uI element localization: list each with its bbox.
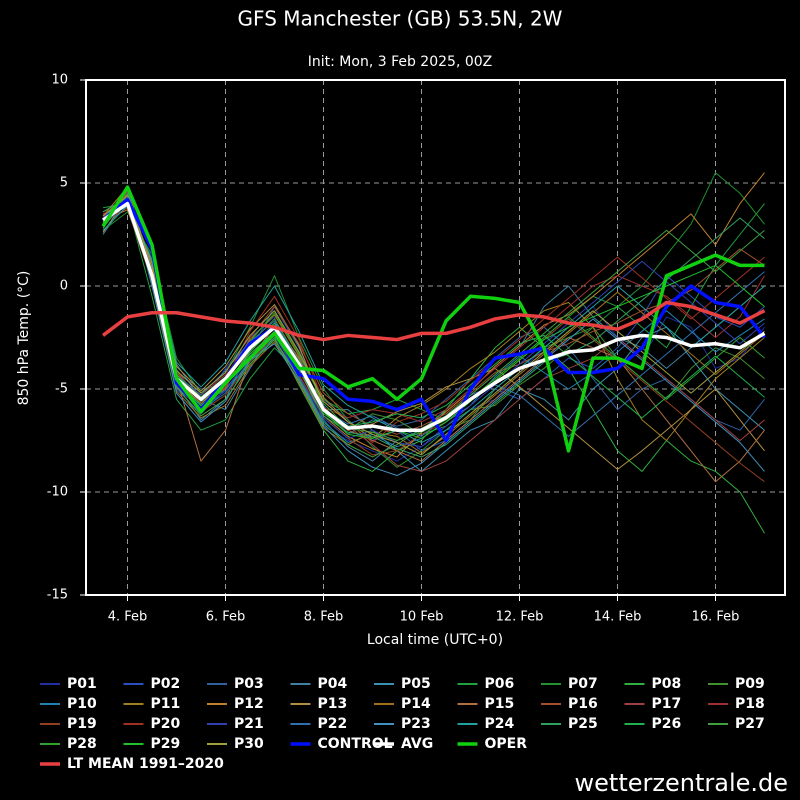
legend-label: P24 <box>485 716 515 732</box>
y-tick-label: 0 <box>60 279 68 294</box>
plot-area <box>86 79 785 596</box>
source: wetterzentrale.de <box>575 769 788 797</box>
legend-label: P03 <box>234 676 264 692</box>
x-tick-label: 4. Feb <box>108 610 148 625</box>
legend-label: P02 <box>151 676 181 692</box>
x-tick-label: 6. Feb <box>206 610 246 625</box>
legend-label: P11 <box>151 696 181 712</box>
legend-label: P26 <box>652 716 682 732</box>
legend-label: P17 <box>652 696 682 712</box>
y-tick-label: 10 <box>51 73 68 88</box>
legend-label: P27 <box>735 716 765 732</box>
series-line <box>102 201 766 432</box>
legend-label: P14 <box>401 696 431 712</box>
legend-label: P18 <box>735 696 765 712</box>
legend-label: P09 <box>735 676 765 692</box>
x-tick-label: 12. Feb <box>496 610 544 625</box>
series-line <box>102 196 765 470</box>
x-tick-label: 16. Feb <box>692 610 740 625</box>
chart-subtitle: Init: Mon, 3 Feb 2025, 00Z <box>308 54 493 70</box>
legend-label: P20 <box>151 716 181 732</box>
x-tick-label: 8. Feb <box>304 610 344 625</box>
x-axis-label: Local time (UTC+0) <box>367 632 503 648</box>
legend-label: P05 <box>401 676 431 692</box>
y-tick-label: -5 <box>55 382 68 397</box>
legend-label: P16 <box>568 696 598 712</box>
legend-label: P28 <box>67 736 97 752</box>
y-tick-label: -15 <box>47 588 68 603</box>
y-axis-label: 850 hPa Temp. (°C) <box>16 271 32 406</box>
legend-label: P01 <box>67 676 97 692</box>
x-tick-label: 14. Feb <box>594 610 642 625</box>
legend-label: LT MEAN 1991–2020 <box>67 756 224 772</box>
legend-label: P19 <box>67 716 97 732</box>
legend-label: P07 <box>568 676 598 692</box>
x-tick-label: 10 Feb <box>400 610 444 625</box>
legend-label: AVG <box>401 736 433 752</box>
plot-frame <box>85 79 786 596</box>
legend: P01 P02 P03 P04 P05 P06 P07 P08 P09 P10 P11 P12 P13 P… <box>40 676 765 772</box>
legend-label: P12 <box>234 696 264 712</box>
legend-label: P13 <box>318 696 348 712</box>
series-line <box>102 188 765 477</box>
legend-label: P25 <box>568 716 598 732</box>
legend-label: P23 <box>401 716 431 732</box>
legend-label: P04 <box>318 676 348 692</box>
legend-label: P08 <box>652 676 682 692</box>
y-tick-label: -10 <box>47 485 68 500</box>
legend-label: P06 <box>485 676 515 692</box>
series-line <box>102 207 765 483</box>
legend-label: P30 <box>234 736 264 752</box>
legend-label: OPER <box>485 736 528 752</box>
series-line <box>102 190 765 472</box>
chart-title: GFS Manchester (GB) 53.5N, 2W <box>238 7 563 31</box>
legend-label: CONTROL <box>318 736 393 752</box>
series-line <box>101 185 765 453</box>
legend-label: P22 <box>318 716 348 732</box>
y-tick-label: 5 <box>60 176 68 191</box>
legend-label: P29 <box>151 736 181 752</box>
series-line <box>101 300 766 342</box>
series-line <box>102 194 765 456</box>
legend-label: P10 <box>67 696 97 712</box>
legend-label: P21 <box>234 716 264 732</box>
legend-label: P15 <box>485 696 515 712</box>
